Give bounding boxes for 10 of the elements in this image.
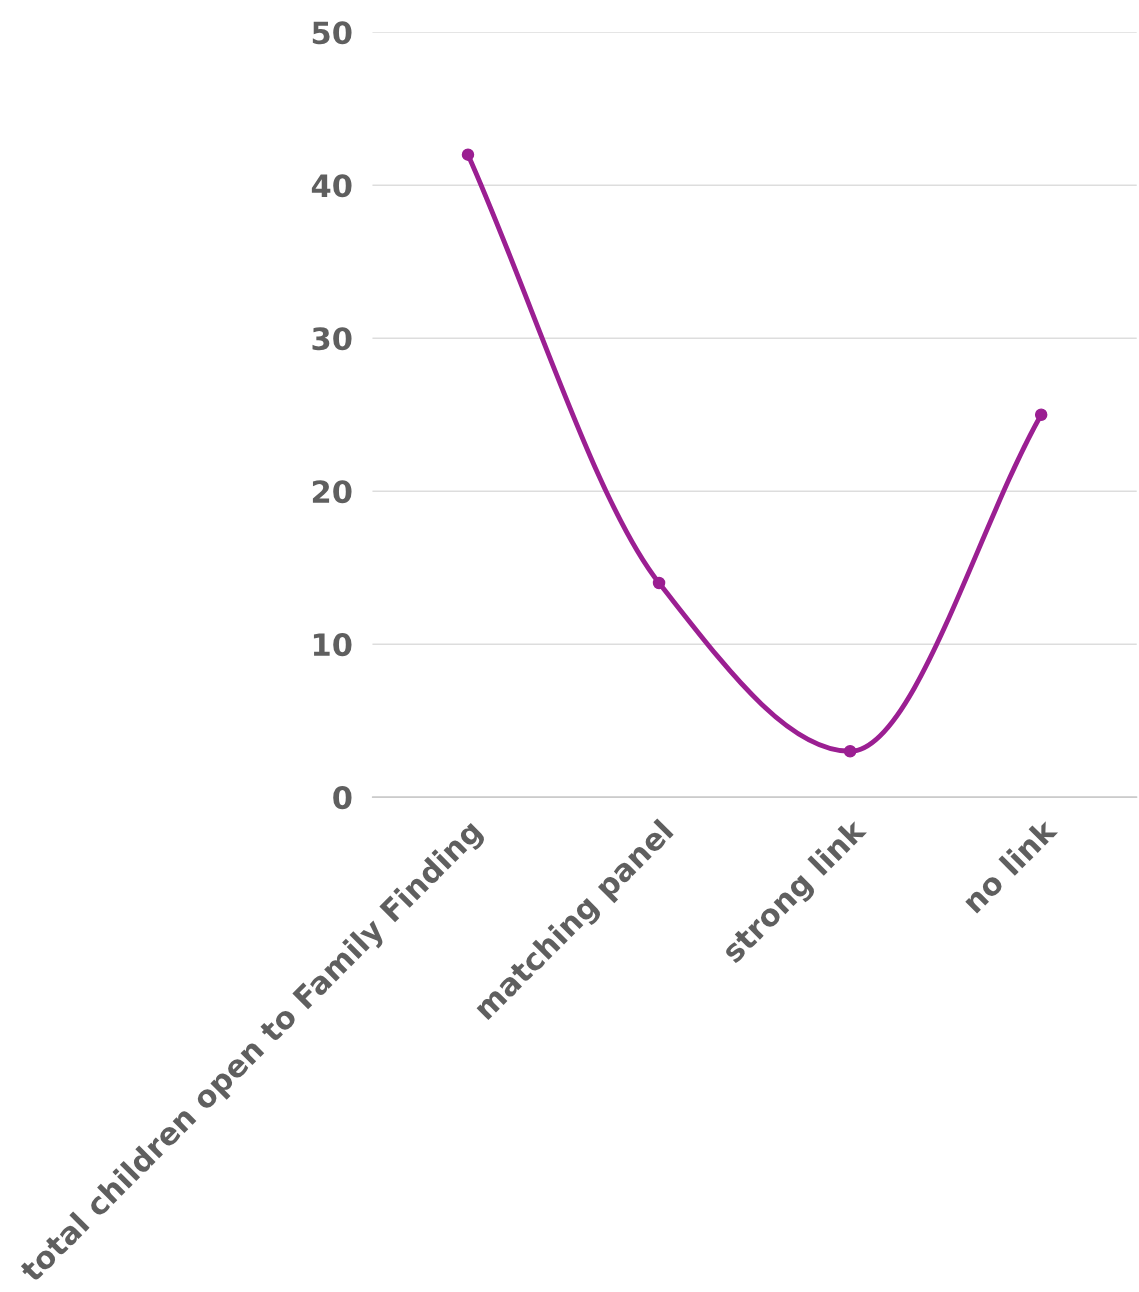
y-tick-label: 40 (311, 174, 352, 198)
y-tick-label: 10 (313, 633, 352, 657)
y-tick-label: 0 (333, 786, 352, 810)
y-tick-label: 30 (312, 327, 352, 351)
y-tick-label: 50 (312, 21, 352, 45)
point (461, 148, 475, 161)
point (1034, 408, 1048, 421)
point (843, 745, 857, 758)
point (652, 576, 666, 590)
y-tick-label: 20 (312, 480, 352, 504)
